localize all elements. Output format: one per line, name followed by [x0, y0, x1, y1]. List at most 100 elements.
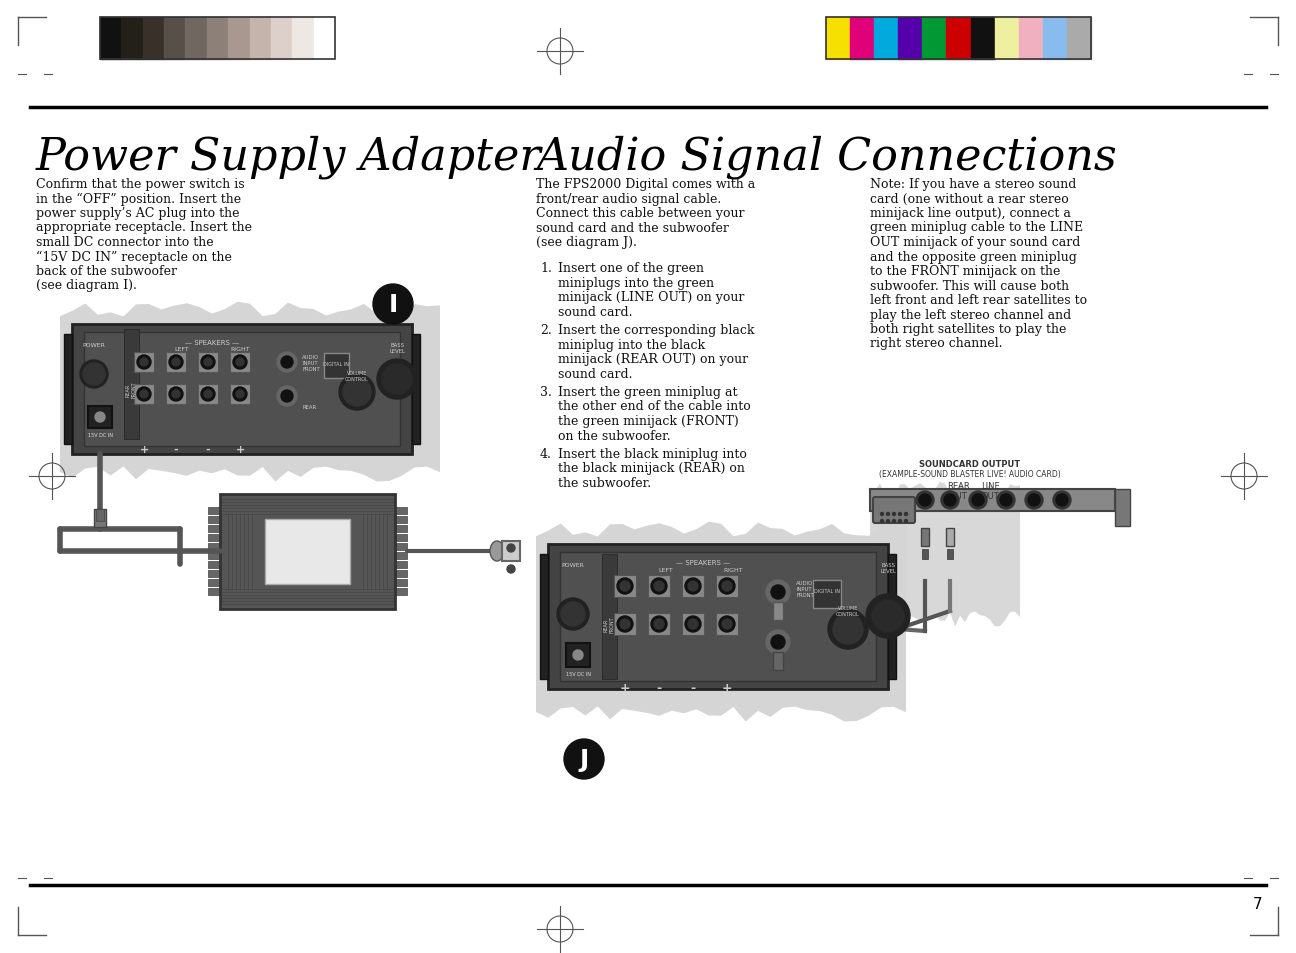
Text: both right satellites to play the: both right satellites to play the — [870, 323, 1067, 335]
Bar — [229, 385, 250, 405]
Text: sound card and the subwoofer: sound card and the subwoofer — [537, 221, 728, 234]
Circle shape — [898, 513, 902, 516]
Text: Insert the green miniplug at: Insert the green miniplug at — [559, 386, 737, 398]
Circle shape — [281, 391, 293, 402]
Circle shape — [277, 387, 297, 407]
Bar — [898, 18, 923, 60]
Text: 2.: 2. — [540, 324, 552, 336]
Text: card (one without a rear stereo: card (one without a rear stereo — [870, 193, 1069, 205]
Circle shape — [507, 565, 515, 574]
Bar — [994, 18, 1019, 60]
Bar — [143, 18, 165, 60]
Circle shape — [1052, 492, 1070, 510]
Bar — [395, 507, 407, 515]
Text: REAR: REAR — [302, 405, 316, 410]
Text: small DC connector into the: small DC connector into the — [36, 235, 214, 249]
Bar — [566, 643, 590, 667]
Bar — [888, 555, 896, 679]
Text: LEFT: LEFT — [658, 567, 674, 573]
Circle shape — [833, 615, 863, 644]
Text: -: - — [206, 444, 210, 455]
Bar — [1067, 18, 1091, 60]
Bar — [207, 517, 220, 523]
Text: The FPS2000 Digital comes with a: The FPS2000 Digital comes with a — [537, 178, 756, 191]
Circle shape — [719, 617, 735, 633]
Bar — [207, 535, 220, 541]
Text: AUDIO
INPUT
FRONT: AUDIO INPUT FRONT — [796, 580, 814, 597]
Text: miniplug into the black: miniplug into the black — [559, 338, 705, 351]
Circle shape — [203, 358, 213, 367]
Circle shape — [617, 617, 632, 633]
Bar — [870, 490, 1115, 512]
Circle shape — [281, 356, 293, 369]
Text: play the left stereo channel and: play the left stereo channel and — [870, 308, 1072, 321]
Bar — [826, 18, 1091, 60]
Circle shape — [140, 391, 148, 398]
Circle shape — [651, 617, 667, 633]
Circle shape — [564, 740, 604, 780]
Bar — [198, 353, 218, 373]
Text: green miniplug cable to the LINE: green miniplug cable to the LINE — [870, 221, 1083, 234]
Bar — [122, 18, 143, 60]
Bar — [715, 576, 737, 598]
Bar — [850, 18, 875, 60]
Bar — [166, 353, 187, 373]
Text: Audio Signal Connections: Audio Signal Connections — [537, 135, 1117, 178]
Text: BASS
LEVEL: BASS LEVEL — [389, 343, 404, 354]
Bar — [1019, 18, 1043, 60]
Bar — [540, 555, 548, 679]
Bar — [923, 18, 946, 60]
Bar — [395, 535, 407, 541]
Circle shape — [719, 578, 735, 595]
Bar — [603, 555, 617, 679]
Circle shape — [969, 492, 988, 510]
Circle shape — [236, 358, 244, 367]
Text: +: + — [619, 681, 630, 695]
Circle shape — [80, 360, 108, 389]
Bar — [412, 335, 420, 444]
Circle shape — [905, 520, 907, 523]
Circle shape — [137, 355, 152, 370]
Text: Power Supply Adapter: Power Supply Adapter — [36, 135, 542, 178]
Bar — [682, 614, 704, 636]
Text: minijack line output), connect a: minijack line output), connect a — [870, 207, 1070, 220]
Text: power supply’s AC plug into the: power supply’s AC plug into the — [36, 207, 240, 220]
Bar — [207, 507, 220, 515]
Circle shape — [172, 391, 180, 398]
Text: +: + — [722, 681, 732, 695]
Circle shape — [201, 355, 215, 370]
Text: Insert the corresponding black: Insert the corresponding black — [559, 324, 754, 336]
Bar — [133, 353, 154, 373]
Circle shape — [617, 578, 632, 595]
Text: Insert the black miniplug into: Insert the black miniplug into — [559, 448, 746, 460]
Bar — [250, 18, 271, 60]
Text: in the “OFF” position. Insert the: in the “OFF” position. Insert the — [36, 193, 241, 206]
Bar — [1115, 490, 1130, 526]
Text: VOLUME
CONTROL: VOLUME CONTROL — [836, 605, 859, 617]
Circle shape — [722, 581, 732, 592]
Text: 3.: 3. — [540, 386, 552, 398]
Bar — [207, 553, 220, 559]
Circle shape — [654, 619, 664, 629]
Text: I: I — [389, 293, 398, 316]
Circle shape — [722, 619, 732, 629]
Text: Confirm that the power switch is: Confirm that the power switch is — [36, 178, 245, 191]
Bar — [395, 571, 407, 578]
Bar — [207, 18, 228, 60]
Text: Connect this cable between your: Connect this cable between your — [537, 207, 744, 220]
PathPatch shape — [537, 522, 906, 721]
Circle shape — [886, 520, 889, 523]
Circle shape — [688, 619, 699, 629]
Text: RIGHT: RIGHT — [723, 567, 743, 573]
Bar — [971, 18, 994, 60]
Bar — [100, 18, 334, 60]
Text: the black minijack (REAR) on: the black minijack (REAR) on — [559, 462, 745, 475]
Bar — [947, 550, 953, 559]
Text: REAR
FRONT: REAR FRONT — [126, 381, 136, 398]
Bar — [395, 553, 407, 559]
Circle shape — [941, 492, 959, 510]
Bar — [96, 510, 104, 521]
Text: sound card.: sound card. — [559, 367, 632, 380]
Bar — [220, 495, 395, 609]
Text: -: - — [657, 681, 661, 695]
